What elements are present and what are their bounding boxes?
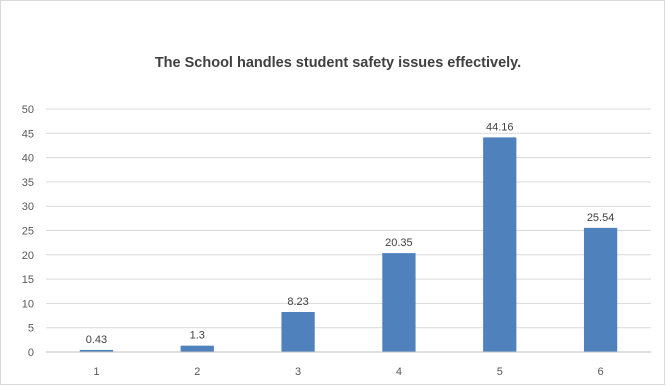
- bar: [281, 312, 315, 352]
- x-tick-label: 3: [295, 366, 301, 378]
- y-tick-label: 45: [22, 128, 34, 140]
- data-label: 0.43: [86, 334, 107, 346]
- x-tick-label: 6: [598, 366, 604, 378]
- bar: [180, 345, 214, 352]
- data-label: 8.23: [287, 296, 308, 308]
- x-tick-label: 1: [93, 366, 99, 378]
- y-tick-label: 25: [22, 226, 34, 238]
- x-tick-label: 4: [396, 366, 402, 378]
- y-axis: 0 5 10 15 20 25 30 35 40 45 50: [22, 104, 34, 359]
- bar: [483, 137, 517, 352]
- data-labels: 0.43 1.3 8.23 20.35 44.16 25.54: [86, 121, 615, 346]
- x-tick-label: 5: [497, 366, 503, 378]
- data-label: 25.54: [587, 212, 615, 224]
- chart-title: The School handles student safety issues…: [155, 55, 521, 71]
- data-label: 44.16: [486, 121, 514, 133]
- bar: [583, 227, 618, 352]
- bar: [79, 349, 114, 352]
- y-tick-label: 10: [22, 298, 34, 310]
- y-tick-label: 40: [22, 153, 34, 165]
- data-label: 20.35: [385, 237, 413, 249]
- gridlines: [46, 108, 651, 329]
- x-tick-label: 2: [194, 366, 200, 378]
- y-tick-label: 30: [22, 201, 34, 213]
- x-axis: 1 2 3 4 5 6: [46, 351, 651, 378]
- data-label: 1.3: [190, 330, 205, 342]
- bar: [382, 253, 416, 352]
- y-tick-label: 0: [28, 347, 34, 359]
- y-tick-label: 5: [28, 323, 34, 335]
- y-tick-label: 15: [22, 274, 34, 286]
- y-tick-label: 20: [22, 250, 34, 262]
- bars: [79, 137, 618, 352]
- y-tick-label: 50: [22, 104, 34, 116]
- y-tick-label: 35: [22, 177, 34, 189]
